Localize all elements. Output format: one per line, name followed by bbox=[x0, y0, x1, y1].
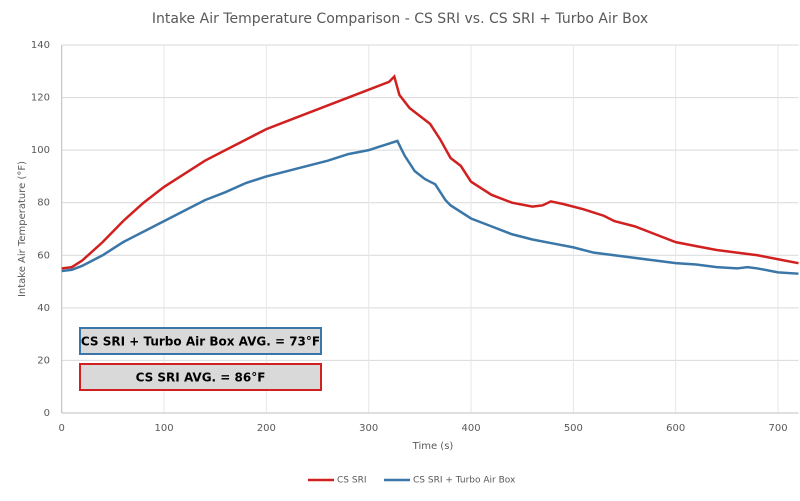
y-tick-label: 20 bbox=[37, 355, 50, 366]
chart-title: Intake Air Temperature Comparison - CS S… bbox=[152, 11, 648, 27]
x-tick-label: 400 bbox=[461, 423, 480, 434]
y-tick-label: 40 bbox=[37, 303, 50, 314]
annotation-box bbox=[79, 363, 322, 391]
x-tick-label: 600 bbox=[666, 423, 685, 434]
x-tick-label: 200 bbox=[257, 423, 276, 434]
x-tick-label: 700 bbox=[768, 423, 787, 434]
legend-label: CS SRI + Turbo Air Box bbox=[413, 476, 516, 486]
x-tick-label: 0 bbox=[59, 423, 65, 434]
annotation: CS SRI AVG. = 86°F bbox=[136, 371, 266, 385]
line-series bbox=[61, 74, 799, 270]
annotation: CS SRI + Turbo Air Box AVG. = 73°F bbox=[81, 335, 320, 349]
legend-label: CS SRI bbox=[337, 476, 366, 486]
y-tick-label: 100 bbox=[31, 145, 50, 156]
y-tick-label: 120 bbox=[31, 93, 50, 104]
line-series bbox=[61, 139, 799, 275]
annotation-box bbox=[79, 327, 322, 355]
x-axis-label: Time (s) bbox=[412, 441, 454, 452]
y-tick-label: 0 bbox=[44, 408, 50, 419]
y-tick-label: 140 bbox=[31, 40, 50, 51]
y-axis-label: Intake Air Temperature (°F) bbox=[17, 161, 28, 297]
x-tick-label: 100 bbox=[154, 423, 173, 434]
y-tick-label: 80 bbox=[37, 198, 50, 209]
y-tick-label: 60 bbox=[37, 250, 50, 261]
x-tick-label: 500 bbox=[564, 423, 583, 434]
x-tick-label: 300 bbox=[359, 423, 378, 434]
